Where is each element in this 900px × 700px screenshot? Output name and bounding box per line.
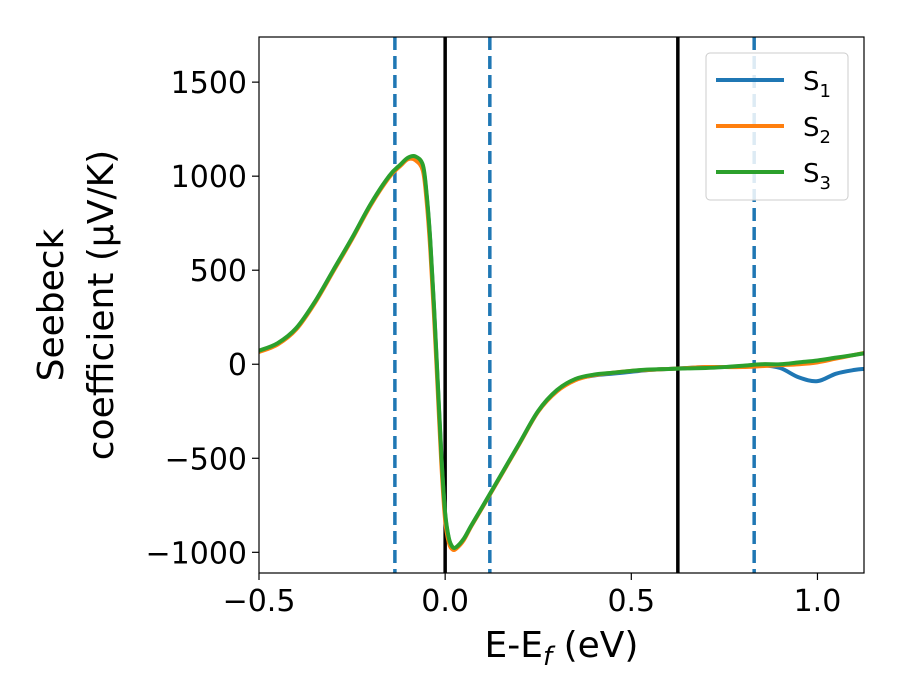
x-axis-label: E-Ef (eV)	[485, 625, 639, 672]
y-tick-label: 1500	[171, 66, 247, 101]
y-tick-label: 1000	[171, 160, 247, 195]
x-tick-label: 1.0	[794, 584, 842, 619]
x-tick-label: −0.5	[223, 584, 296, 619]
y-axis-label-line1: Seebeck	[31, 228, 72, 381]
series-lines	[259, 153, 864, 552]
vertical-reference-lines	[393, 37, 756, 573]
x-axis-ticks: −0.5 0.0 0.5 1.0	[223, 573, 842, 619]
series-line-s1	[259, 154, 864, 551]
y-tick-label: −500	[165, 442, 247, 477]
y-tick-label: 500	[190, 254, 247, 289]
legend-label-s2: S2	[803, 113, 831, 148]
legend: S1 S2 S3	[705, 52, 849, 201]
y-tick-label: −1000	[146, 536, 247, 571]
legend-label-s1: S1	[803, 67, 831, 102]
x-tick-label: 0.0	[421, 584, 469, 619]
y-axis-label-line2: coefficient (μV/K)	[81, 150, 122, 460]
y-axis-label: Seebeck coefficient (μV/K)	[31, 150, 122, 460]
y-tick-label: 0	[228, 348, 247, 383]
series-line-s2	[259, 156, 864, 552]
plot-frame	[258, 36, 865, 574]
legend-label-s3: S3	[803, 159, 831, 194]
x-tick-label: 0.5	[607, 584, 655, 619]
series-line-s3	[259, 153, 864, 551]
y-axis-ticks: −1000 −500 0 500 1000 1500	[146, 66, 259, 571]
